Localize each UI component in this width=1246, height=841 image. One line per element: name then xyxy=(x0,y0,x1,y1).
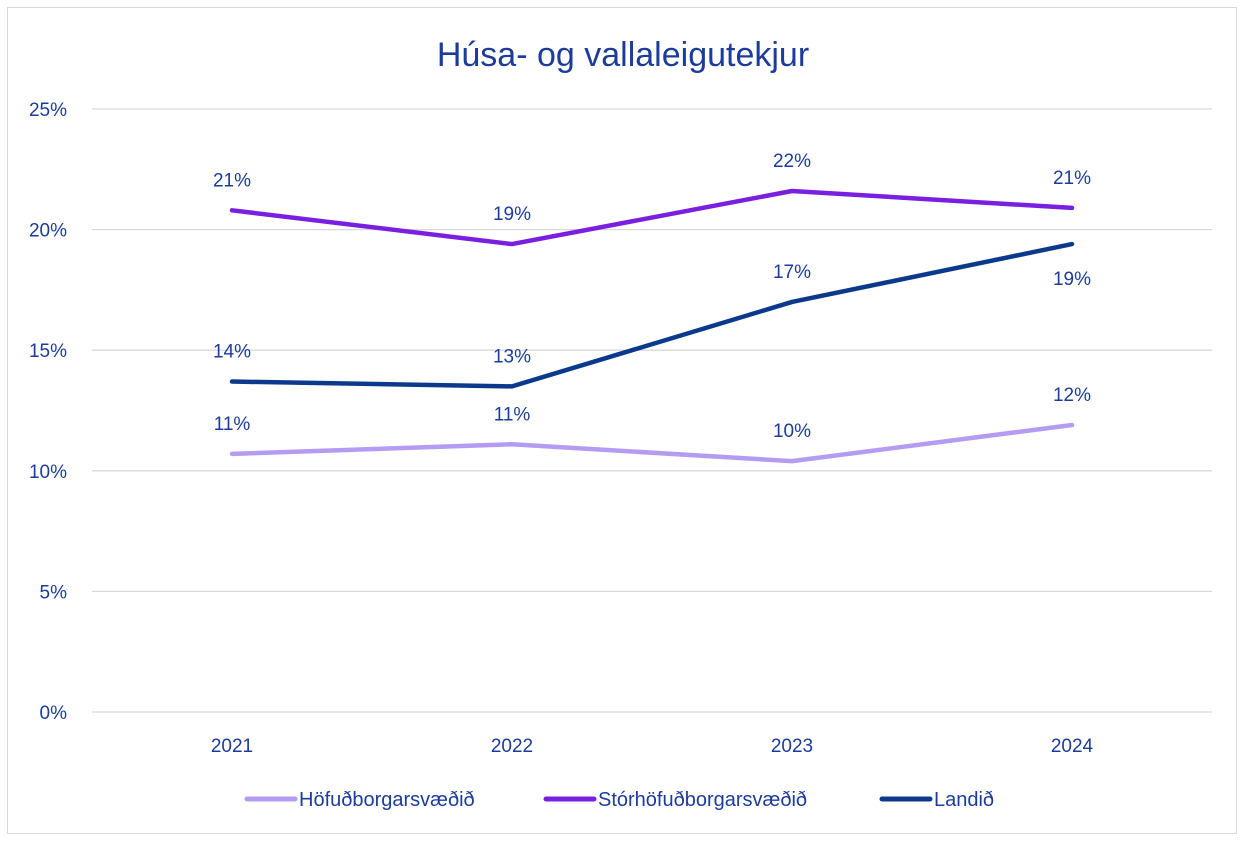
x-tick-label: 2021 xyxy=(211,736,253,757)
data-label: 21% xyxy=(213,170,251,191)
data-label: 11% xyxy=(494,404,531,425)
series-line xyxy=(229,241,1075,389)
y-tick-label: 20% xyxy=(29,221,67,242)
legend-label: Höfuðborgarsvæðið xyxy=(299,789,475,811)
y-tick-label: 10% xyxy=(29,462,67,483)
data-label: 13% xyxy=(493,346,531,367)
x-tick-label: 2024 xyxy=(1051,736,1094,757)
legend-label: Landið xyxy=(934,789,994,811)
data-label: 12% xyxy=(1053,385,1091,406)
series-line xyxy=(229,188,1075,247)
legend-label: Stórhöfuðborgarsvæðið xyxy=(598,789,807,811)
y-tick-label: 5% xyxy=(40,582,68,603)
y-tick-label: 15% xyxy=(29,341,67,362)
data-label: 22% xyxy=(773,151,811,172)
chart-title: Húsa- og vallaleigutekjur xyxy=(437,36,809,74)
data-label: 14% xyxy=(213,342,251,363)
data-label: 19% xyxy=(493,204,531,225)
x-tick-label: 2023 xyxy=(771,736,813,757)
y-tick-label: 0% xyxy=(40,703,68,724)
series-line xyxy=(229,422,1075,464)
data-label: 19% xyxy=(1053,269,1091,290)
data-label: 11% xyxy=(214,414,251,435)
data-label: 21% xyxy=(1053,168,1091,189)
chart-frame xyxy=(7,7,1237,834)
x-tick-label: 2022 xyxy=(491,736,533,757)
y-tick-label: 25% xyxy=(29,100,67,121)
data-label: 17% xyxy=(773,262,811,283)
data-label: 10% xyxy=(773,421,811,442)
